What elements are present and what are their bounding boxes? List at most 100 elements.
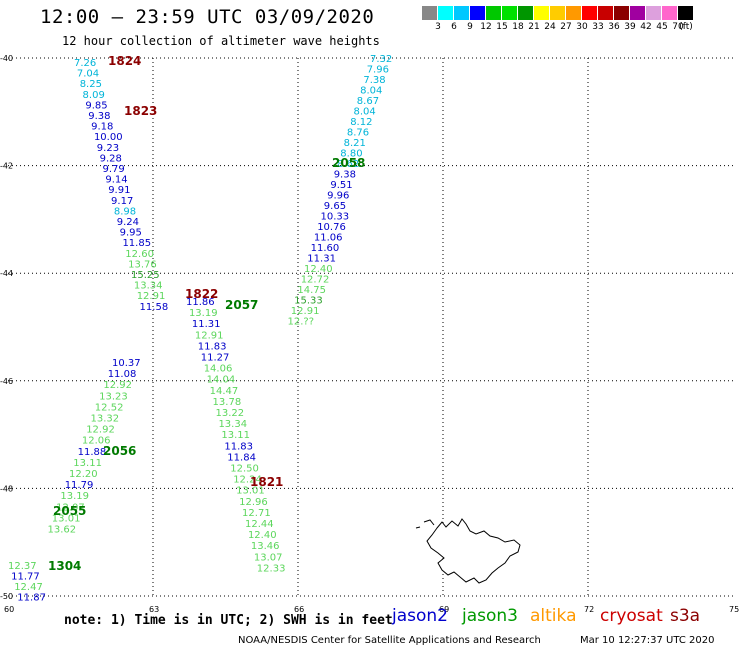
wave-height-value: 12.91 [291,306,320,317]
wave-height-value: 9.18 [91,122,113,133]
wave-height-value: 12.91 [137,291,166,302]
lat-tick-label: -40 [0,54,13,63]
wave-height-value: 9.38 [334,170,356,181]
wave-height-value: 12.33 [257,563,286,574]
wave-height-value: 13.78 [213,397,242,408]
legend-label: 45 [656,22,668,32]
lon-tick-label: 66 [294,605,304,614]
wave-height-value: 14.75 [297,285,326,296]
lat-tick-label: -42 [0,162,13,171]
legend-label: 27 [560,22,572,32]
wave-height-value: 12.92 [86,425,115,436]
wave-height-value: 9.65 [324,201,346,212]
wave-height-value: 9.85 [85,100,107,111]
wave-height-value: 8.09 [83,90,105,101]
wave-height-value: 7.96 [367,65,389,76]
wave-height-value: 13.46 [251,541,280,552]
satellite-label-cryosat: cryosat [600,606,663,626]
wave-height-value: 9.14 [105,175,127,186]
legend-swatch [518,6,534,20]
legend-swatch [534,6,550,20]
legend-swatch [470,6,486,20]
legend-label: 15 [496,22,508,32]
lat-tick-label: -48 [0,484,13,493]
lon-tick-label: 75 [729,605,739,614]
wave-height-value: 13.19 [60,491,89,502]
legend-label: 30 [576,22,588,32]
wave-height-value: 12.47 [14,582,43,593]
satellite-label-s3a: s3a [670,606,701,626]
lat-tick-label: -46 [0,377,13,386]
wave-height-value: 14.06 [204,364,233,375]
satellite-label-jason3: jason3 [462,606,518,626]
wave-height-value: 9.24 [117,217,139,228]
wave-height-value: 9.17 [111,196,133,207]
wave-height-value: 8.04 [360,86,382,97]
wave-height-value: 15.25 [131,270,160,281]
wave-height-value: 7.26 [74,58,96,69]
wave-height-value: 13.62 [48,525,77,536]
pass-time-label: 2056 [103,444,136,458]
island-islet [423,519,435,526]
wave-height-value: 13.19 [189,308,218,319]
legend-swatch [550,6,566,20]
wave-height-value: 10.00 [94,132,123,143]
legend-label: 70 [672,22,684,32]
wave-height-value: 12.40 [304,264,333,275]
legend-swatch [662,6,678,20]
wave-height-value: 13.76 [128,259,157,270]
wave-height-value: 9.28 [100,153,122,164]
wave-height-value: 12.?? [288,317,315,328]
wave-height-value: 9.95 [120,228,142,239]
legend-label: 36 [608,22,620,32]
wave-height-value: 8.67 [357,96,379,107]
wave-height-value: 8.80 [340,149,362,160]
legend-label: 33 [592,22,604,32]
color-scale-legend [422,6,694,20]
wave-height-value: 8.76 [347,128,369,139]
wave-height-value: 12.71 [242,508,271,519]
legend-label: 42 [640,22,652,32]
satellite-label-altika: altika [530,606,577,626]
wave-height-value: 11.85 [122,238,151,249]
wave-height-value: 12.44 [245,519,274,530]
pass-time-label: 1824 [108,54,141,68]
wave-height-value: 10.76 [317,222,346,233]
wave-height-value: 12.37 [8,561,37,572]
wave-height-value: 8.04 [354,107,376,118]
footer-note: note: 1) Time is in UTC; 2) SWH is in fe… [64,613,393,628]
legend-label: (ft) [679,22,693,32]
wave-height-value: 12.24 [233,475,262,486]
wave-height-value: 12.52 [95,402,124,413]
wave-height-value: 11.83 [224,441,253,452]
island-islet [415,526,421,529]
wave-height-value: 8.62 [337,159,359,170]
pass-time-label: 2057 [225,298,258,312]
wave-height-value: 12.72 [301,275,330,286]
wave-height-value: 9.79 [103,164,125,175]
wave-height-value: 11.83 [198,341,227,352]
legend-label: 24 [544,22,556,32]
legend-label: 3 [435,22,441,32]
wave-height-value: 9.23 [97,143,119,154]
wave-height-value: 11.58 [140,302,169,313]
wave-height-value: 7.38 [363,75,385,86]
wave-height-value: 11.27 [201,353,230,364]
wave-height-value: 9.96 [327,191,349,202]
wave-height-value: 15.33 [294,296,323,307]
legend-label: 12 [480,22,492,32]
wave-height-value: 10.37 [112,358,141,369]
wave-height-value: 9.91 [108,185,130,196]
pass-time-label: 1821 [250,475,283,489]
wave-height-value: 11.60 [311,243,340,254]
wave-height-value: 8.98 [114,206,136,217]
wave-height-value: 8.25 [80,79,102,90]
map-title: 12:00 – 23:59 UTC 03/09/2020 [40,6,375,28]
wave-height-value: 11.77 [11,572,40,583]
wave-height-value: 11.88 [78,447,107,458]
satellite-label-jason2: jason2 [392,606,448,626]
wave-height-value: 12.96 [239,497,268,508]
wave-height-value: 11.86 [186,297,215,308]
generated-timestamp: Mar 10 12:27:37 UTC 2020 [580,635,715,646]
